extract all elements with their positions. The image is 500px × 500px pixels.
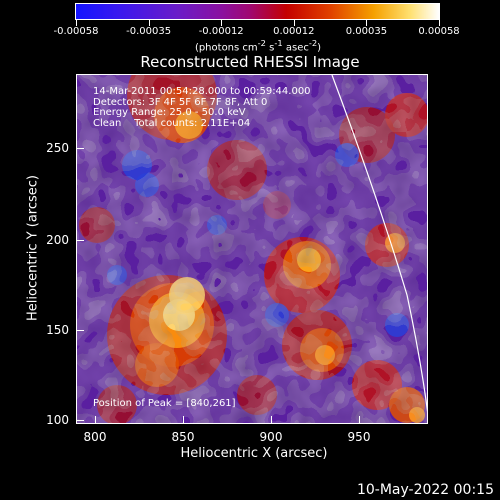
colorbar-tick <box>148 20 150 26</box>
colorbar-tick <box>439 20 440 26</box>
y-axis-title: Heliocentric Y (arcsec) <box>25 175 41 321</box>
colorbar <box>75 3 440 20</box>
colorbar-tick-label: 0.00058 <box>418 26 460 37</box>
x-tick <box>183 416 184 424</box>
colorbar-tick-label: -0.00035 <box>126 26 172 37</box>
y-tick <box>76 240 84 241</box>
colorbar-tick-label: -0.00012 <box>198 26 244 37</box>
x-tick <box>359 416 360 424</box>
y-tick-label: 200 <box>46 233 69 247</box>
rhessi-image <box>76 74 428 424</box>
colorbar-tick <box>76 20 77 26</box>
x-axis-title: Heliocentric X (arcsec) <box>180 446 328 461</box>
y-tick-label: 250 <box>46 141 69 155</box>
x-tick-label: 800 <box>83 430 107 444</box>
x-tick-label: 850 <box>171 430 195 444</box>
colorbar-unit: (photons cm-2 s-1 asec-2) <box>194 38 322 54</box>
x-tick-label: 950 <box>347 430 371 444</box>
y-tick <box>76 420 84 421</box>
colorbar-tick-label: 0.00012 <box>273 26 315 37</box>
colorbar-tick <box>221 20 223 26</box>
colorbar-tick-label: 0.00035 <box>345 26 388 37</box>
colorbar-tick <box>366 20 368 26</box>
y-tick-label: 100 <box>46 413 69 427</box>
colorbar-tick <box>293 20 295 26</box>
x-tick <box>95 416 96 424</box>
x-tick-label: 900 <box>259 430 283 444</box>
plot-title: Reconstructed RHESSI Image <box>140 53 360 71</box>
y-tick <box>76 330 84 331</box>
date-stamp: 10-May-2022 00:15 <box>356 482 494 498</box>
y-tick-label: 150 <box>46 323 69 337</box>
colorbar-tick-label: -0.00058 <box>53 26 99 37</box>
peak-position: Position of Peak = [840,261] <box>93 398 236 409</box>
observation-info: 14-Mar-2011 00:54:28.000 to 00:59:44.000… <box>93 86 311 129</box>
x-tick <box>271 416 272 424</box>
y-tick <box>76 148 84 149</box>
